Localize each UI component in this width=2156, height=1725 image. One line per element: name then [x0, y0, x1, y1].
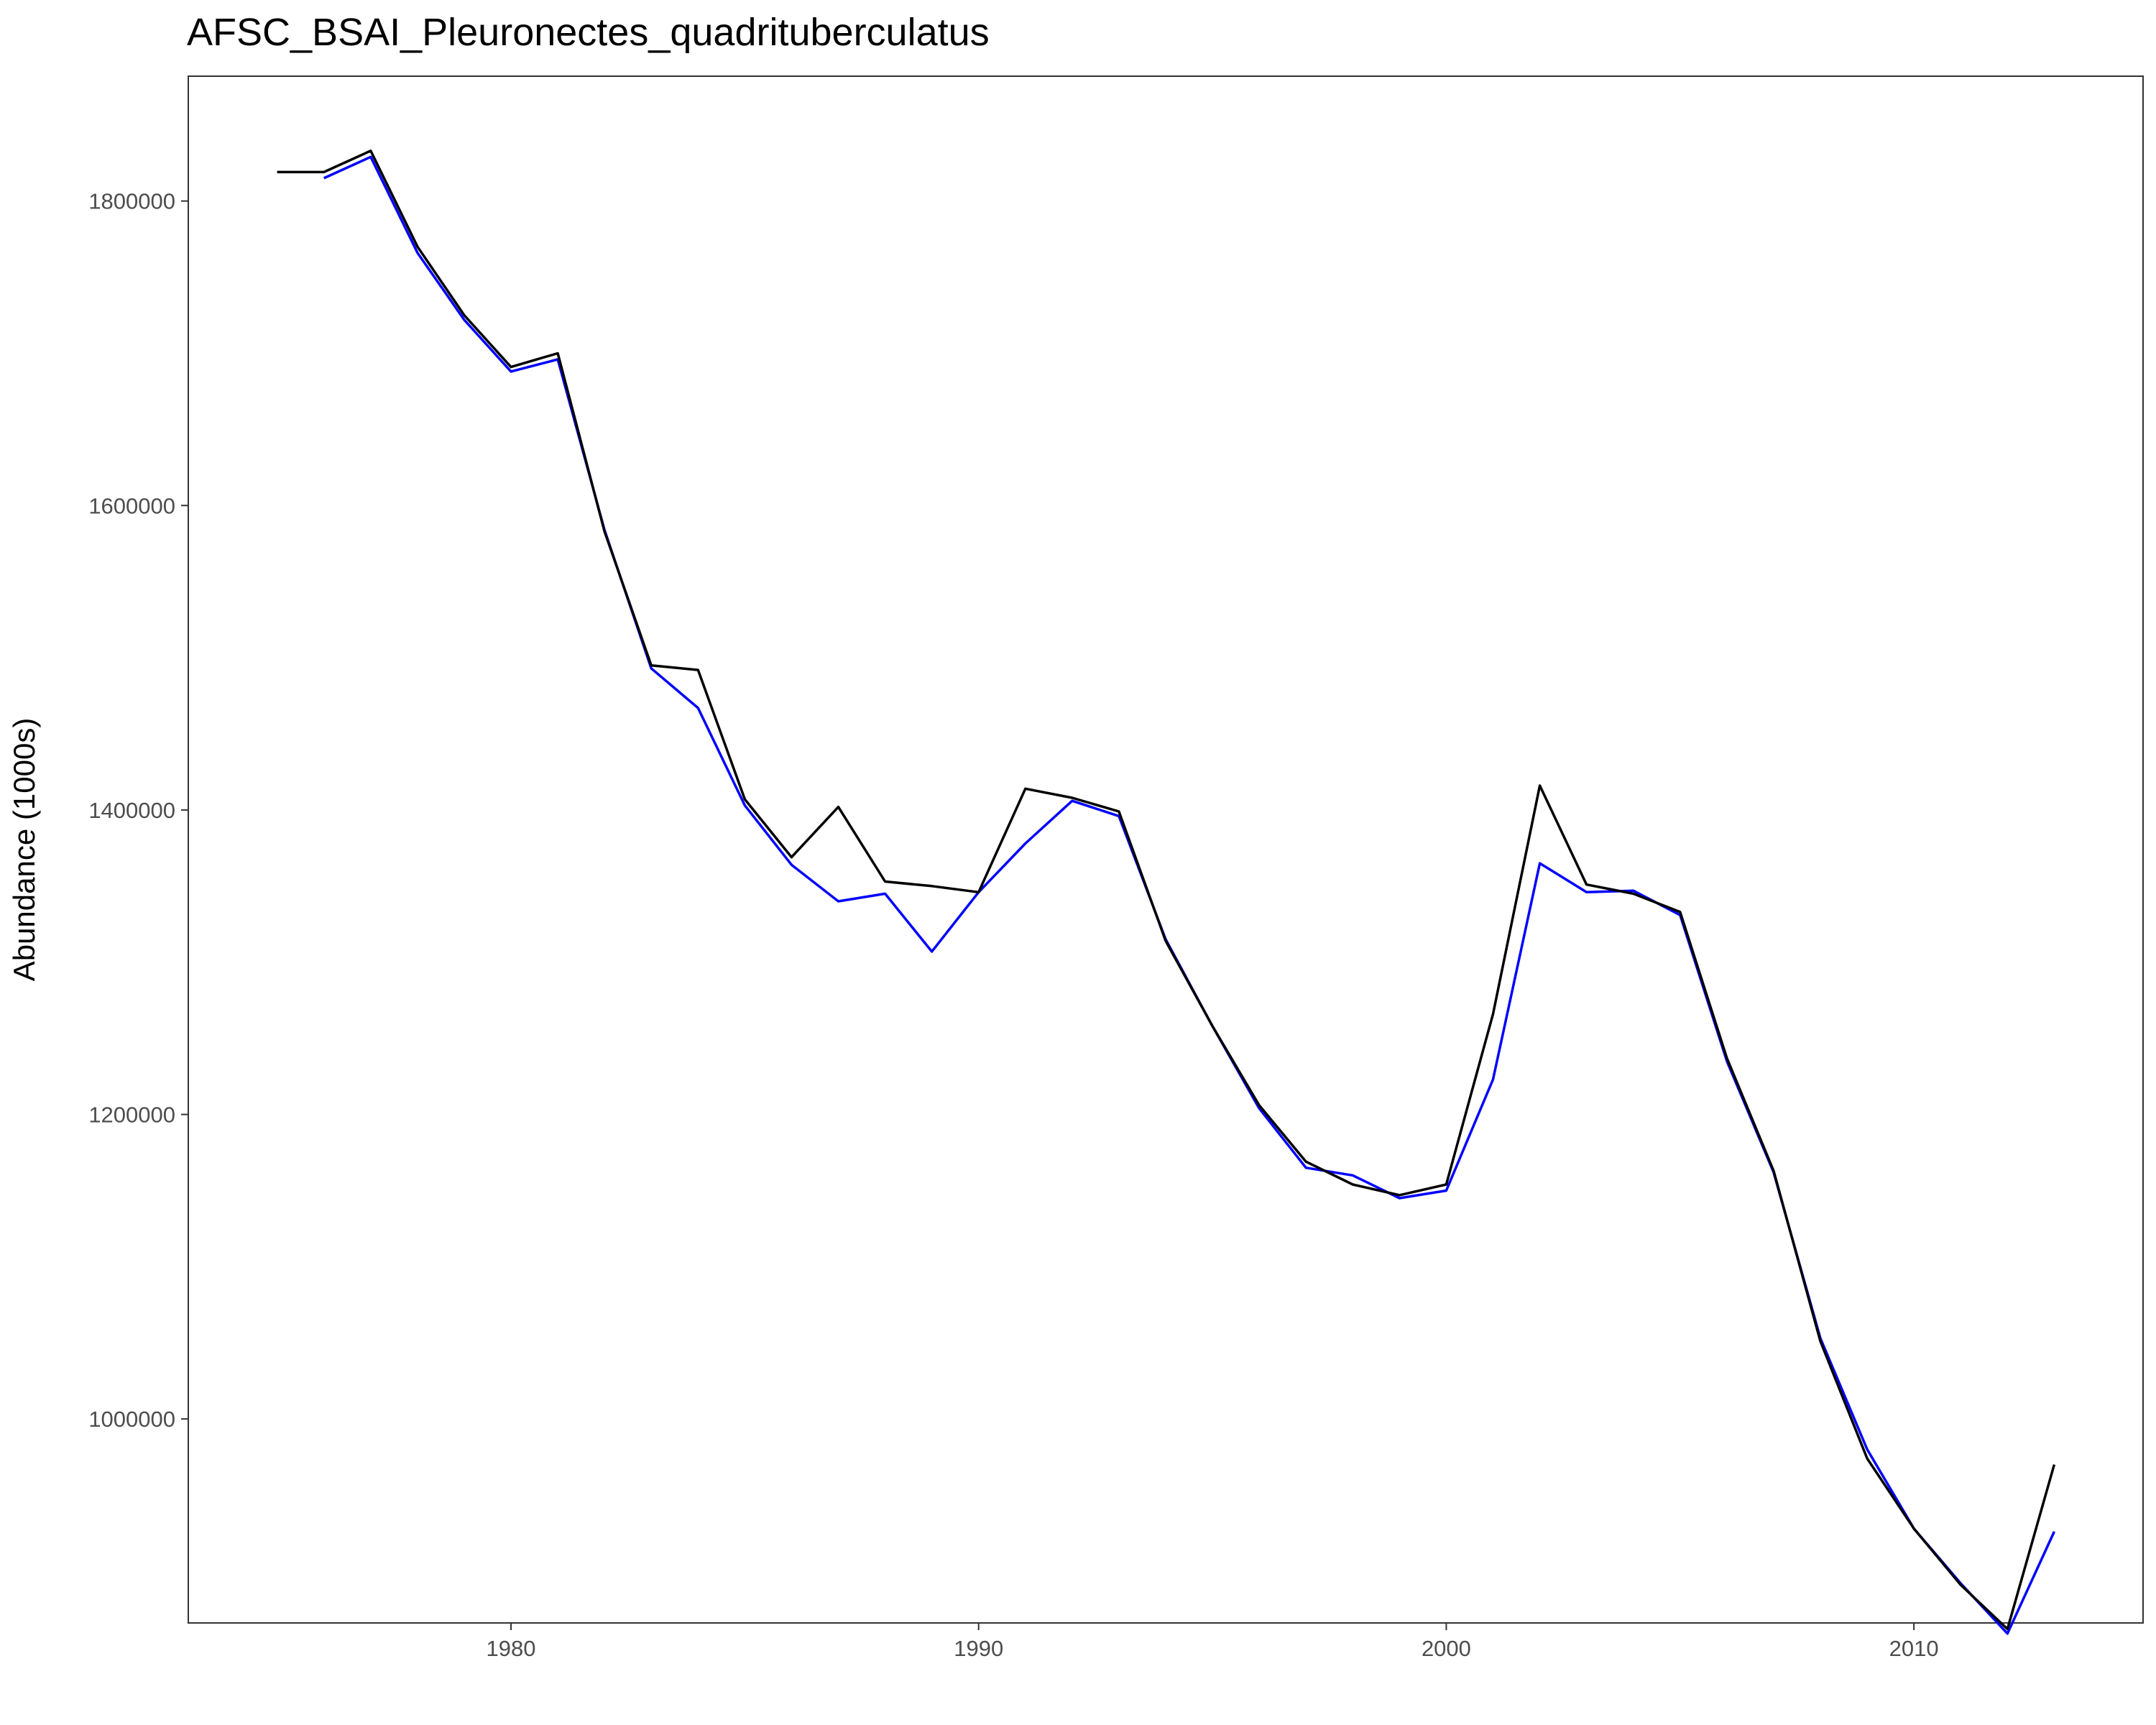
series-line-2: [323, 155, 2055, 1635]
y-axis-label: Abundance (1000s): [7, 718, 41, 982]
y-tick-label: 1400000: [88, 798, 175, 823]
y-tick-label: 1800000: [88, 189, 175, 214]
x-tick-label: 2000: [1422, 1636, 1471, 1661]
chart-title: AFSC_BSAI_Pleuronectes_quadrituberculatu…: [187, 11, 990, 54]
y-tick-label: 1200000: [88, 1103, 175, 1128]
x-tick-label: 1990: [954, 1636, 1003, 1661]
x-axis: 1980 1990 2000 2010: [487, 1623, 1939, 1661]
x-tick-label: 2010: [1889, 1636, 1939, 1661]
y-tick-label: 1000000: [88, 1407, 175, 1432]
x-tick-label: 1980: [487, 1636, 536, 1661]
plot-panel: [188, 75, 2144, 1624]
series-line-1: [277, 150, 2056, 1631]
y-tick-label: 1600000: [88, 493, 175, 518]
y-axis: 1000000 1200000 1400000 1600000 1800000: [88, 189, 188, 1432]
plot-area: [277, 150, 2056, 1635]
